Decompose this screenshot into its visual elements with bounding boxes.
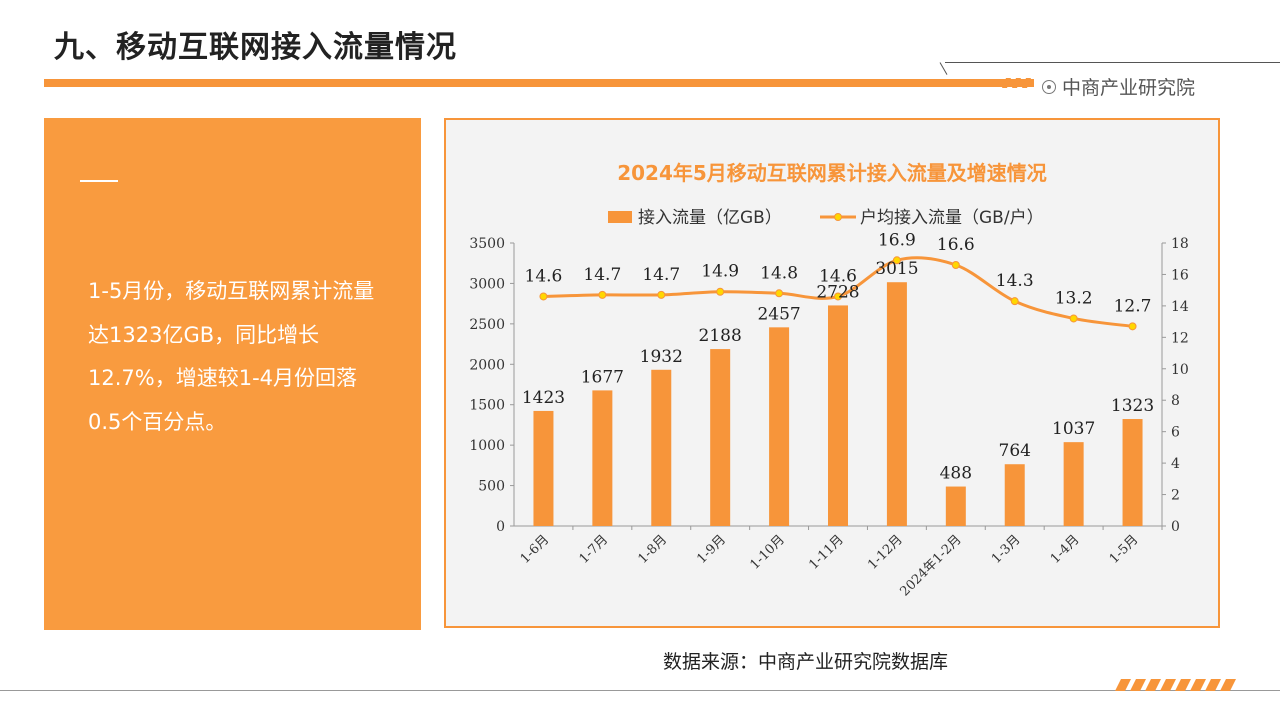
header-rule [945, 62, 1280, 63]
line-marker [716, 287, 725, 296]
line-data-label: 16.6 [937, 235, 975, 255]
y-right-tick-label: 6 [1171, 425, 1180, 441]
y-left-tick-label: 500 [478, 479, 505, 495]
line-data-label: 14.7 [642, 265, 680, 285]
footer-rule [0, 690, 1280, 691]
line-data-label: 14.6 [819, 266, 857, 286]
x-tick-label: 1-11月 [806, 532, 846, 572]
chart-container: 2024年5月移动互联网累计接入流量及增速情况接入流量（亿GB） 户均接入流量（G… [444, 118, 1220, 628]
line-marker [598, 290, 607, 299]
line-data-label: 12.7 [1114, 296, 1152, 316]
bar [886, 282, 907, 526]
bar-data-label: 2188 [699, 326, 742, 346]
footer-stripes-decoration [1115, 679, 1236, 691]
x-tick-label: 1-3月 [989, 532, 1024, 567]
y-right-tick-label: 16 [1171, 267, 1189, 283]
y-left-tick-label: 2500 [469, 317, 505, 333]
y-left-tick-label: 3500 [469, 236, 505, 252]
bar [710, 349, 731, 526]
bar [945, 486, 966, 526]
y-right-tick-label: 12 [1171, 330, 1189, 346]
y-right-tick-label: 10 [1171, 362, 1189, 378]
y-left-tick-label: 2000 [469, 357, 505, 373]
line-data-label: 14.6 [525, 266, 563, 286]
line-marker [1069, 314, 1078, 323]
line-data-label: 14.7 [583, 265, 621, 285]
y-right-tick-label: 2 [1171, 488, 1180, 504]
line-data-label: 14.9 [701, 262, 739, 282]
line-data-label: 13.2 [1055, 288, 1093, 308]
y-right-tick-label: 18 [1171, 236, 1189, 252]
line-marker [892, 256, 901, 265]
brand-label: 中商产业研究院 [1042, 73, 1195, 100]
line-marker [1010, 297, 1019, 306]
line-marker [657, 290, 666, 299]
bar-data-label: 764 [999, 441, 1031, 461]
line-data-label: 14.8 [760, 263, 798, 283]
bar-data-label: 2457 [757, 304, 800, 324]
bar [592, 390, 613, 526]
x-tick-label: 1-5月 [1107, 532, 1142, 567]
line-marker [539, 292, 548, 301]
legend-label-line: 户均接入流量（GB/户） [860, 208, 1044, 228]
bar-data-label: 1677 [581, 367, 624, 387]
header-stripes-decoration [1002, 78, 1031, 88]
y-left-tick-label: 3000 [469, 276, 505, 292]
bar [828, 305, 848, 526]
target-icon [1042, 79, 1056, 94]
x-tick-label: 1-12月 [865, 532, 905, 572]
bar-data-label: 1037 [1052, 419, 1095, 439]
line-marker [775, 289, 784, 298]
page-title: 九、移动互联网接入流量情况 [54, 30, 457, 65]
y-left-tick-label: 0 [496, 519, 505, 535]
y-right-tick-label: 14 [1171, 299, 1189, 315]
title-underline-bar [44, 79, 1034, 87]
bar-data-label: 1323 [1111, 396, 1154, 416]
chart-title: 2024年5月移动互联网累计接入流量及增速情况 [617, 161, 1047, 185]
bar [769, 327, 790, 526]
x-tick-label: 1-6月 [518, 532, 553, 567]
line-marker [1128, 322, 1137, 331]
legend-swatch-bar [608, 211, 632, 223]
bar [1004, 464, 1025, 526]
header-rule-diagonal [939, 62, 948, 75]
y-left-tick-label: 1000 [469, 438, 505, 454]
bar-data-label: 3015 [875, 259, 918, 279]
x-tick-label: 1-8月 [635, 532, 670, 567]
panel-dash-decoration [80, 180, 118, 182]
bar [1122, 419, 1143, 526]
x-tick-label: 1-10月 [747, 532, 787, 572]
x-tick-label: 1-7月 [577, 532, 612, 567]
brand-name: 中商产业研究院 [1062, 77, 1196, 99]
summary-text: 1-5月份，移动互联网累计流量达1323亿GB，同比增长12.7%，增速较1-4… [88, 279, 375, 434]
summary-panel: 1-5月份，移动互联网累计流量达1323亿GB，同比增长12.7%，增速较1-4… [44, 118, 421, 630]
bar [1063, 442, 1084, 526]
bar-data-label: 1423 [522, 388, 565, 408]
y-right-tick-label: 0 [1171, 519, 1180, 535]
line-data-label: 14.3 [996, 271, 1034, 291]
line-marker [951, 261, 960, 270]
legend-marker-line [834, 213, 842, 221]
bar [651, 369, 672, 526]
x-tick-label: 2024年1-2月 [897, 532, 964, 599]
x-tick-label: 1-4月 [1048, 532, 1083, 567]
bar-data-label: 2728 [816, 282, 859, 302]
bar-data-label: 488 [940, 464, 972, 484]
bar-data-label: 1932 [640, 347, 683, 367]
data-source: 数据来源：中商产业研究院数据库 [663, 651, 949, 673]
x-tick-label: 1-9月 [694, 532, 729, 567]
y-right-tick-label: 8 [1171, 393, 1180, 409]
y-right-tick-label: 4 [1171, 456, 1180, 472]
legend-label-bar: 接入流量（亿GB） [638, 208, 782, 228]
bar [533, 410, 554, 526]
line-marker [834, 292, 842, 301]
line-data-label: 16.9 [878, 230, 916, 250]
y-left-tick-label: 1500 [469, 398, 505, 414]
